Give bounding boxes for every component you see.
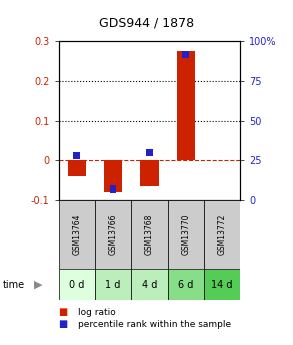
Bar: [68, 160, 86, 176]
Text: ■: ■: [59, 319, 68, 329]
Bar: [168, 269, 204, 300]
Text: ▶: ▶: [34, 280, 42, 289]
Text: percentile rank within the sample: percentile rank within the sample: [78, 320, 231, 329]
Bar: [204, 200, 240, 269]
Bar: [146, 149, 153, 156]
Text: 1 d: 1 d: [105, 280, 121, 289]
Text: GSM13764: GSM13764: [72, 214, 81, 255]
Bar: [131, 200, 168, 269]
Text: 6 d: 6 d: [178, 280, 193, 289]
Text: 4 d: 4 d: [142, 280, 157, 289]
Text: 14 d: 14 d: [211, 280, 233, 289]
Text: log ratio: log ratio: [78, 308, 115, 317]
Text: GDS944 / 1878: GDS944 / 1878: [99, 16, 194, 29]
Bar: [95, 200, 131, 269]
Bar: [140, 160, 159, 186]
Text: GSM13766: GSM13766: [109, 214, 117, 255]
Bar: [183, 50, 189, 58]
Bar: [104, 160, 122, 192]
Bar: [168, 200, 204, 269]
Text: 0 d: 0 d: [69, 280, 84, 289]
Text: GSM13768: GSM13768: [145, 214, 154, 255]
Bar: [95, 269, 131, 300]
Bar: [131, 269, 168, 300]
Text: time: time: [3, 280, 25, 289]
Bar: [59, 269, 95, 300]
Text: GSM13770: GSM13770: [181, 214, 190, 255]
Text: ■: ■: [59, 307, 68, 317]
Text: GSM13772: GSM13772: [218, 214, 226, 255]
Bar: [204, 269, 240, 300]
Bar: [59, 200, 95, 269]
Bar: [177, 51, 195, 160]
Bar: [74, 152, 80, 159]
Bar: [110, 185, 116, 193]
